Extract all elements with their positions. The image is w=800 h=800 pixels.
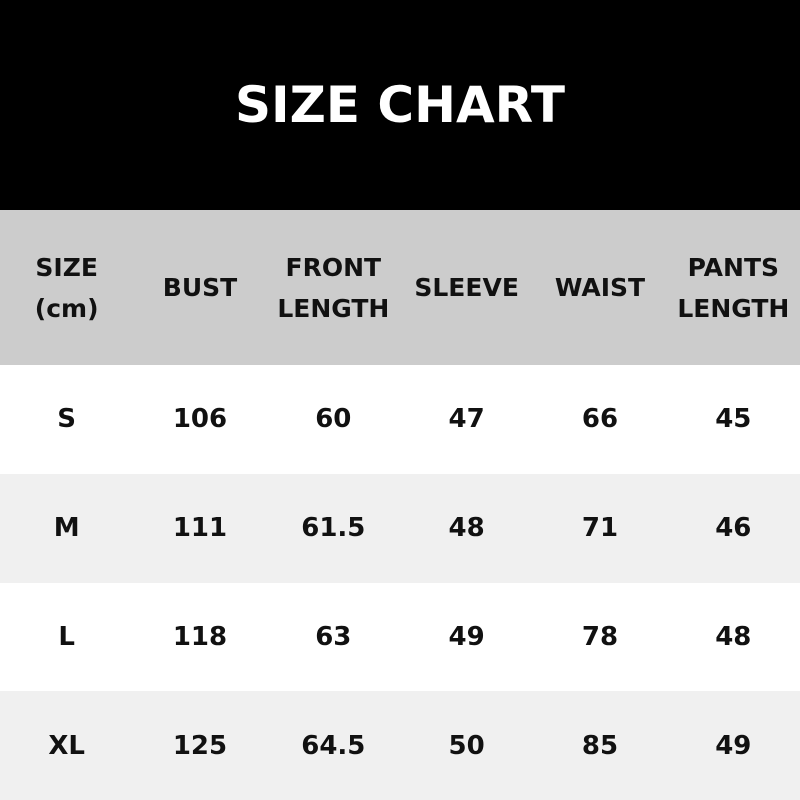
measurement-cell: 46 — [715, 513, 752, 544]
table-row: XL 125 64.5 50 85 49 — [0, 691, 800, 800]
column-header: SIZE (cm) — [0, 210, 133, 365]
measurement-cell: 78 — [581, 621, 619, 652]
column-header-line: SLEEVE — [414, 273, 519, 302]
measurement-cell: 48 — [448, 513, 485, 544]
measurement-cell: 48 — [715, 621, 752, 652]
measurement-cell: 66 — [581, 404, 619, 435]
size-label-cell: L — [58, 621, 75, 652]
column-header-line: LENGTH — [677, 293, 790, 323]
page-title: SIZE CHART — [234, 76, 566, 134]
column-header-line: PANTS — [687, 252, 779, 282]
measurement-cell: 118 — [172, 621, 228, 652]
title-banner: SIZE CHART — [0, 0, 800, 210]
measurement-cell: 50 — [448, 730, 485, 761]
column-header-line: SIZE — [35, 252, 98, 282]
measurement-cell: 64.5 — [301, 730, 366, 761]
column-header: BUST — [133, 210, 266, 365]
column-header: FRONT LENGTH — [267, 210, 400, 365]
table-row: S 106 60 47 66 45 — [0, 365, 800, 474]
column-header: WAIST — [533, 210, 666, 365]
measurement-cell: 63 — [315, 621, 352, 652]
column-header-line: WAIST — [554, 273, 646, 302]
measurement-cell: 111 — [172, 513, 228, 544]
size-label-cell: S — [57, 404, 77, 435]
measurement-cell: 71 — [581, 513, 619, 544]
column-header-line: FRONT — [285, 252, 382, 282]
column-header-line: BUST — [162, 273, 238, 302]
measurement-cell: 85 — [581, 730, 619, 761]
column-header-line: LENGTH — [277, 293, 390, 323]
measurement-cell: 125 — [172, 730, 228, 761]
column-header: PANTS LENGTH — [667, 210, 800, 365]
table-row: L 118 63 49 78 48 — [0, 582, 800, 692]
size-label-cell: M — [53, 513, 80, 544]
measurement-cell: 45 — [715, 404, 752, 435]
measurement-cell: 61.5 — [301, 513, 366, 544]
table-row: M 111 61.5 48 71 46 — [0, 473, 800, 583]
table-header-row: SIZE (cm) BUST FRONT LENGTH SLEEVE WAIST PANTS L… — [0, 210, 800, 365]
size-table: SIZE (cm) BUST FRONT LENGTH SLEEVE WAIST PANTS L… — [0, 210, 800, 800]
column-header-line: (cm) — [34, 293, 99, 323]
measurement-cell: 49 — [715, 730, 752, 761]
measurement-cell: 106 — [172, 404, 228, 435]
measurement-cell: 47 — [448, 404, 485, 435]
measurement-cell: 60 — [315, 404, 352, 435]
column-header: SLEEVE — [400, 210, 533, 365]
size-label-cell: XL — [48, 730, 85, 761]
measurement-cell: 49 — [448, 621, 485, 652]
